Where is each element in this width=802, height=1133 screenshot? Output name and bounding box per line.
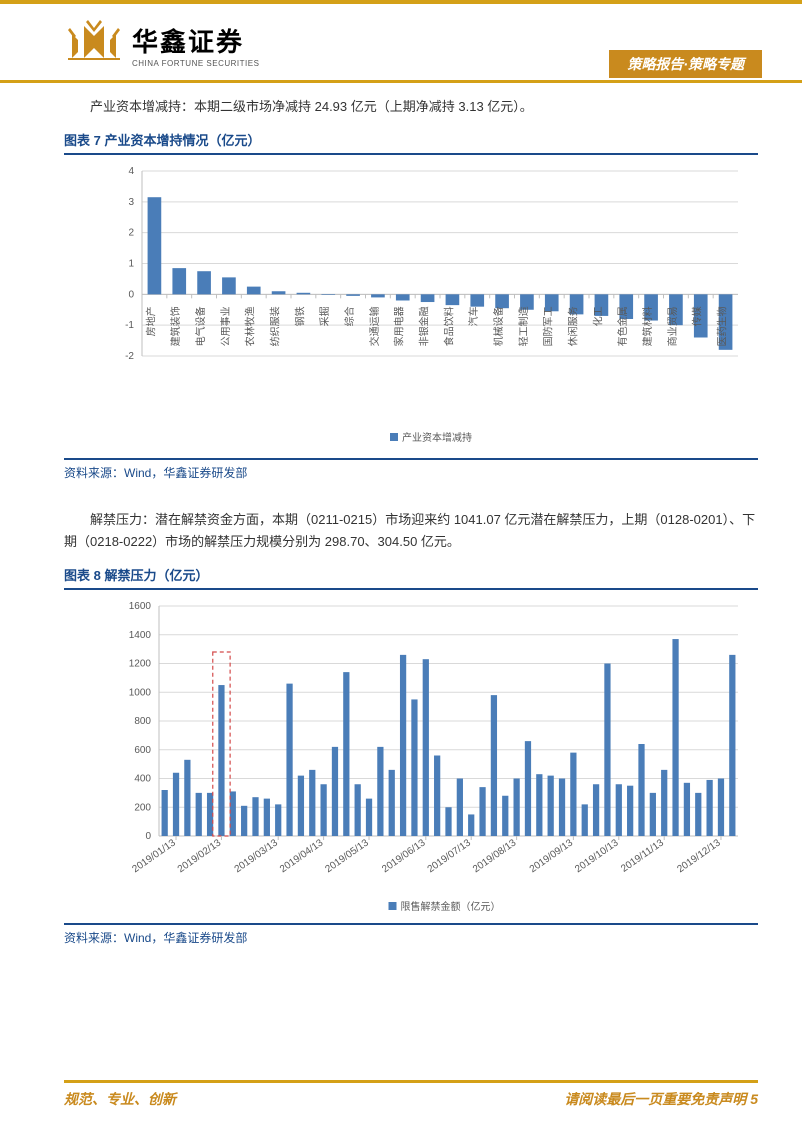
svg-text:2019/10/13: 2019/10/13 — [573, 837, 621, 875]
svg-text:采掘: 采掘 — [318, 306, 331, 326]
logo-text-cn: 华鑫证券 — [132, 22, 259, 59]
svg-text:200: 200 — [134, 803, 151, 814]
svg-text:2019/11/13: 2019/11/13 — [619, 837, 666, 875]
svg-text:医药生物: 医药生物 — [716, 306, 729, 346]
chart7-source: 资料来源：Wind，华鑫证券研发部 — [64, 458, 758, 481]
svg-text:传媒: 传媒 — [692, 306, 704, 326]
svg-text:限售解禁金额（亿元）: 限售解禁金额（亿元） — [401, 900, 501, 913]
svg-text:2019/03/13: 2019/03/13 — [233, 837, 281, 875]
header-divider — [0, 80, 802, 83]
svg-text:2019/08/13: 2019/08/13 — [471, 837, 519, 875]
svg-text:房地产: 房地产 — [144, 306, 157, 336]
svg-text:机械设备: 机械设备 — [492, 306, 505, 346]
svg-text:农林牧渔: 农林牧渔 — [244, 306, 257, 346]
svg-text:交通运输: 交通运输 — [368, 306, 381, 346]
svg-text:2019/01/13: 2019/01/13 — [130, 837, 178, 875]
svg-text:汽车: 汽车 — [467, 306, 480, 326]
svg-text:建筑装饰: 建筑装饰 — [169, 306, 182, 346]
top-gold-bar — [0, 0, 802, 4]
svg-text:800: 800 — [134, 716, 151, 727]
chart8-svg: 020040060080010001200140016002019/01/132… — [64, 596, 758, 916]
main-content: 产业资本增减持：本期二级市场净减持 24.93 亿元（上期净减持 3.13 亿元… — [64, 96, 758, 974]
logo-icon — [64, 20, 124, 70]
header: 华鑫证券 CHINA FORTUNE SECURITIES 策略报告·策略专题 — [64, 20, 762, 80]
svg-text:产业资本增减持: 产业资本增减持 — [402, 431, 472, 444]
svg-text:-2: -2 — [125, 351, 134, 362]
footer-disclaimer: 请阅读最后一页重要免责声明 5 — [564, 1089, 758, 1109]
footer: 规范、专业、创新 请阅读最后一页重要免责声明 5 — [64, 1080, 758, 1109]
svg-text:商业贸易: 商业贸易 — [666, 306, 679, 346]
svg-text:2019/02/13: 2019/02/13 — [176, 837, 224, 875]
svg-text:4: 4 — [128, 166, 134, 177]
svg-text:轻工制造: 轻工制造 — [517, 306, 530, 346]
chart8: 020040060080010001200140016002019/01/132… — [64, 596, 758, 921]
svg-text:1000: 1000 — [129, 688, 152, 699]
svg-text:公用事业: 公用事业 — [219, 306, 232, 346]
svg-text:1: 1 — [128, 259, 134, 270]
svg-text:2019/12/13: 2019/12/13 — [675, 837, 723, 875]
svg-text:非银金融: 非银金融 — [418, 306, 431, 346]
svg-text:400: 400 — [134, 774, 151, 785]
svg-text:食品饮料: 食品饮料 — [442, 306, 455, 346]
svg-text:2019/04/13: 2019/04/13 — [278, 837, 326, 875]
svg-text:纺织服装: 纺织服装 — [269, 306, 282, 346]
chart8-source: 资料来源：Wind，华鑫证券研发部 — [64, 923, 758, 946]
svg-text:国防军工: 国防军工 — [542, 306, 555, 346]
svg-text:家用电器: 家用电器 — [393, 306, 406, 346]
svg-text:0: 0 — [145, 831, 151, 842]
svg-text:电气设备: 电气设备 — [194, 306, 207, 346]
report-type-tag: 策略报告·策略专题 — [609, 50, 762, 78]
svg-text:3: 3 — [128, 197, 134, 208]
svg-text:1400: 1400 — [129, 630, 152, 641]
paragraph-1: 产业资本增减持：本期二级市场净减持 24.93 亿元（上期净减持 3.13 亿元… — [64, 96, 758, 118]
svg-text:2019/06/13: 2019/06/13 — [380, 837, 428, 875]
svg-text:1600: 1600 — [129, 601, 152, 612]
chart7-title: 图表 7 产业资本增持情况（亿元） — [64, 130, 758, 155]
svg-text:钢铁: 钢铁 — [293, 306, 306, 326]
chart7-svg: -2 -1 0 1 2 3 4 房地产建筑装饰电气设备公用事业农林牧渔纺织服装钢铁采掘综合交通… — [64, 161, 758, 451]
footer-motto: 规范、专业、创新 — [64, 1089, 176, 1109]
svg-text:休闲服务: 休闲服务 — [567, 306, 580, 346]
logo-text-en: CHINA FORTUNE SECURITIES — [132, 59, 259, 68]
svg-text:有色金属: 有色金属 — [616, 306, 629, 346]
chart8-title: 图表 8 解禁压力（亿元） — [64, 565, 758, 590]
svg-text:2019/05/13: 2019/05/13 — [323, 837, 371, 875]
svg-text:0: 0 — [128, 289, 134, 300]
svg-text:化工: 化工 — [591, 306, 604, 326]
chart7: -2 -1 0 1 2 3 4 房地产建筑装饰电气设备公用事业农林牧渔纺织服装钢铁采掘综合交通… — [64, 161, 758, 456]
paragraph-2: 解禁压力：潜在解禁资金方面，本期（0211-0215）市场迎来约 1041.07… — [64, 509, 758, 553]
svg-text:1200: 1200 — [129, 659, 152, 670]
svg-text:600: 600 — [134, 745, 151, 756]
svg-text:-1: -1 — [125, 320, 134, 331]
svg-text:综合: 综合 — [343, 306, 356, 326]
svg-text:建筑材料: 建筑材料 — [641, 306, 654, 346]
svg-text:2019/09/13: 2019/09/13 — [528, 837, 576, 875]
svg-text:2: 2 — [128, 228, 134, 239]
svg-text:2019/07/13: 2019/07/13 — [426, 837, 474, 875]
